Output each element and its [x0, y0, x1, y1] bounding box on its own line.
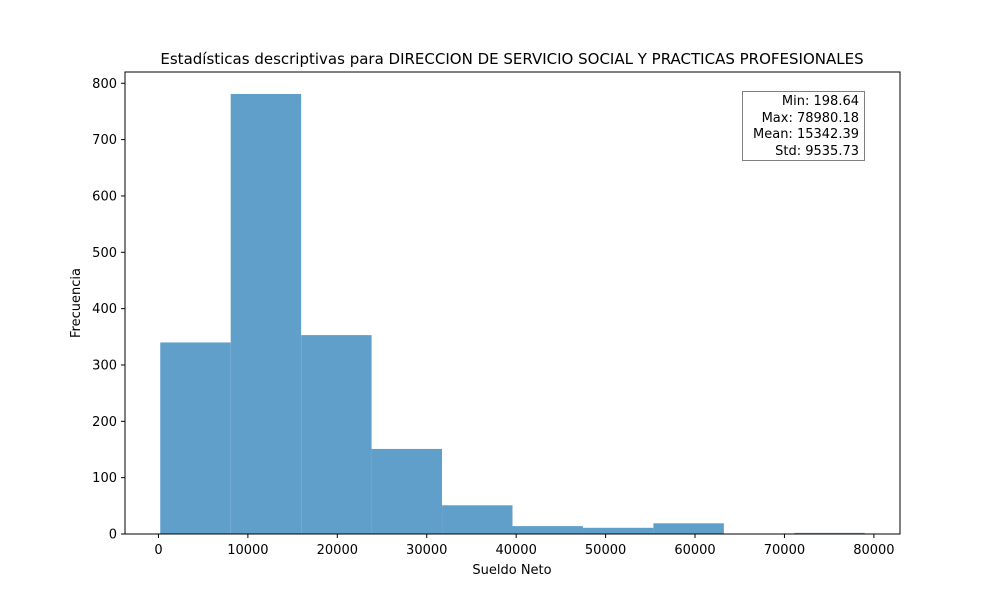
axes-frame [124, 71, 901, 535]
y-tick-label-3: 300 [92, 358, 117, 373]
y-tick-label-1: 100 [92, 471, 117, 486]
stat-min: Min: 198.64 [781, 94, 859, 109]
y-tick-label-5: 500 [92, 246, 117, 261]
bars-group [160, 93, 865, 534]
histogram-bar-9 [794, 532, 865, 534]
x-tick-label-6: 60000 [674, 543, 715, 558]
histogram-bar-4 [442, 505, 513, 534]
x-tick-label-4: 40000 [495, 543, 536, 558]
stat-std: Std: 9535.73 [775, 143, 859, 159]
x-tick-label-2: 20000 [317, 543, 358, 558]
stat-max: Max: 78980.18 [761, 110, 859, 126]
y-tick-label-8: 800 [92, 77, 117, 92]
y-axis-label: Frecuencia [69, 268, 84, 338]
y-tick-label-6: 600 [92, 189, 117, 204]
x-tick-label-3: 30000 [406, 543, 447, 558]
x-tick-label-1: 10000 [227, 543, 268, 558]
stat-mean: Mean: 15342.39 [753, 127, 859, 142]
histogram-bar-5 [512, 526, 583, 534]
x-axis-label: Sueldo Neto [472, 563, 551, 578]
histogram-bar-3 [371, 448, 443, 534]
x-tick-label-8: 80000 [853, 543, 894, 558]
stats-annotation-box: Min: 198.64 Max: 78980.18 Mean: 15342.39… [742, 91, 865, 161]
histogram-bar-2 [301, 335, 372, 534]
chart-title: Estadísticas descriptivas para DIRECCION… [160, 50, 863, 68]
y-tick-label-7: 700 [92, 133, 117, 148]
y-tick-label-2: 200 [92, 415, 117, 430]
y-tick-label-0: 0 [109, 528, 117, 543]
histogram-bar-0 [160, 342, 231, 534]
histogram-bar-7 [653, 523, 724, 534]
x-tick-label-7: 70000 [764, 543, 805, 558]
x-tick-label-0: 0 [154, 543, 162, 558]
y-tick-label-4: 400 [92, 302, 117, 317]
x-tick-label-5: 50000 [585, 543, 626, 558]
histogram-bar-6 [582, 527, 654, 534]
y-axis-ticks: 0 100 200 300 400 500 600 700 800 [92, 77, 125, 543]
x-axis-ticks: 0 10000 20000 30000 40000 50000 60000 70000 8000… [154, 534, 895, 558]
histogram-bar-1 [230, 93, 302, 534]
